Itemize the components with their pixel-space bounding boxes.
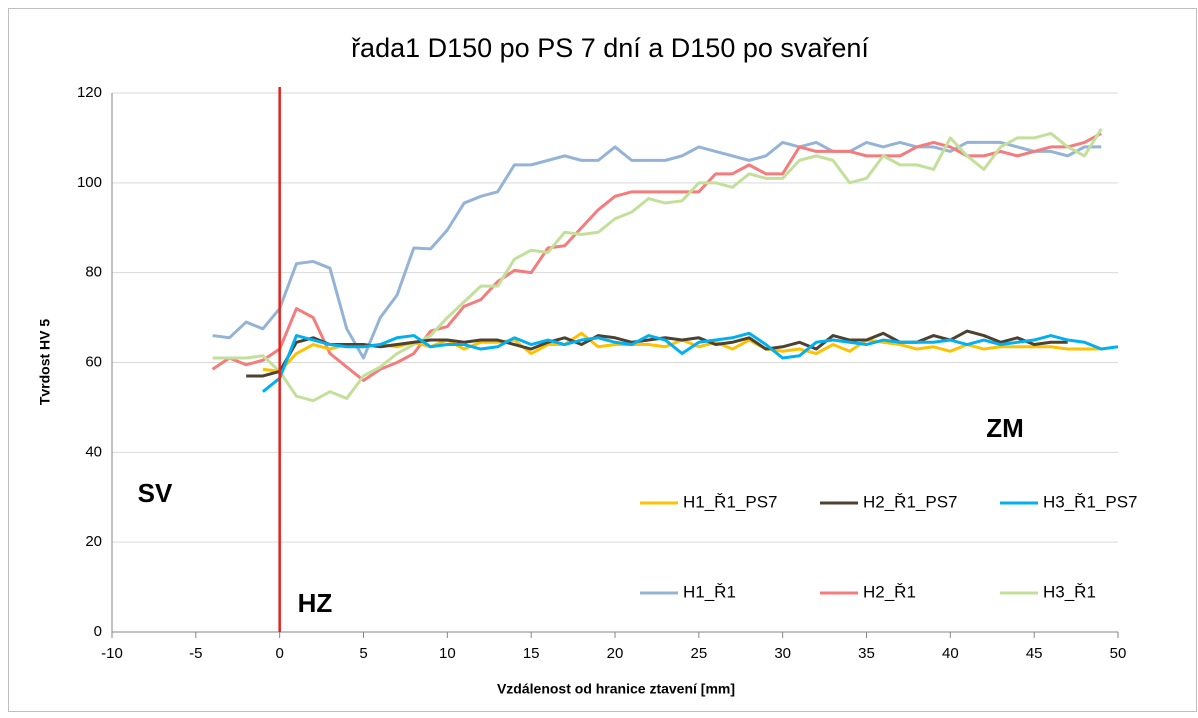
y-tick-label: 0 bbox=[94, 623, 102, 640]
y-tick-label: 60 bbox=[85, 353, 102, 370]
x-tick-label: 50 bbox=[1110, 645, 1127, 662]
x-tick-label: 35 bbox=[858, 645, 875, 662]
y-tick-label: 20 bbox=[85, 533, 102, 550]
y-tick-label: 100 bbox=[77, 174, 102, 191]
chart-title: řada1 D150 po PS 7 dní a D150 po svaření bbox=[351, 33, 869, 63]
x-tick-label: 15 bbox=[523, 645, 540, 662]
x-tick-label: -5 bbox=[189, 645, 202, 662]
x-tick-label: 5 bbox=[359, 645, 367, 662]
y-tick-label: 40 bbox=[85, 443, 102, 460]
series-line bbox=[261, 331, 1119, 393]
x-tick-label: 25 bbox=[690, 645, 707, 662]
legend-label: H2_Ř1 bbox=[863, 582, 916, 601]
x-tick-label: 0 bbox=[275, 645, 283, 662]
legend-label: H2_Ř1_PS7 bbox=[863, 492, 958, 511]
x-tick-label: 30 bbox=[774, 645, 791, 662]
chart-border bbox=[8, 8, 1197, 712]
annotation: HZ bbox=[298, 588, 333, 618]
x-axis-label: Vzdálenost od hranice ztavení [mm] bbox=[497, 681, 735, 697]
x-tick-label: 10 bbox=[439, 645, 456, 662]
y-tick-label: 120 bbox=[77, 84, 102, 101]
series-line bbox=[212, 128, 1103, 403]
legend-label: H3_Ř1 bbox=[1043, 582, 1096, 601]
annotation: ZM bbox=[986, 413, 1024, 443]
x-tick-label: 40 bbox=[942, 645, 959, 662]
y-tick-label: 80 bbox=[85, 264, 102, 281]
legend-label: H3_Ř1_PS7 bbox=[1043, 492, 1138, 511]
annotation: SV bbox=[138, 478, 173, 508]
y-axis-label: Tvrdost HV 5 bbox=[37, 319, 53, 406]
legend-label: H1_Ř1_PS7 bbox=[683, 492, 778, 511]
legend-label: H1_Ř1 bbox=[683, 582, 736, 601]
x-tick-label: 20 bbox=[607, 645, 624, 662]
x-tick-label: 45 bbox=[1026, 645, 1043, 662]
x-tick-label: -10 bbox=[101, 645, 123, 662]
